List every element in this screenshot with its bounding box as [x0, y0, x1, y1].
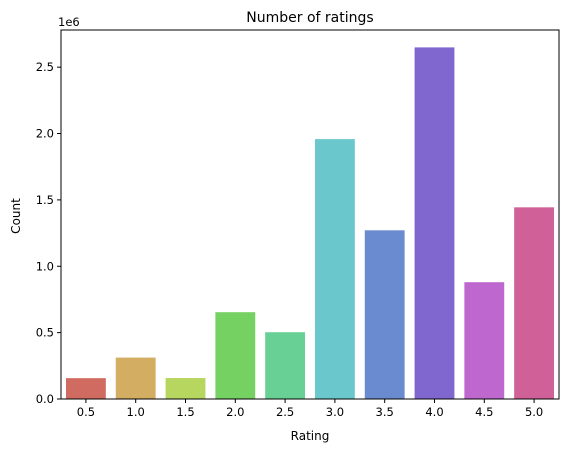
bar-1.0: [116, 358, 156, 399]
bar-1.5: [166, 378, 206, 399]
chart-title: Number of ratings: [246, 10, 373, 26]
x-tick-label: 3.5: [376, 405, 394, 419]
bars: [66, 47, 554, 399]
bar-2.5: [265, 332, 305, 399]
x-axis-ticks: 0.5 1.0 1.5 2.0 2.5 3.0 3.5 4.0 4.5 5.0: [77, 399, 543, 419]
bar-5.0: [514, 207, 554, 399]
bar-3.5: [365, 230, 405, 399]
y-tick-label: 1.0: [36, 259, 54, 273]
y-axis-offset-label: 1e6: [58, 15, 80, 29]
y-tick-label: 1.5: [36, 193, 54, 207]
x-axis-label: Rating: [291, 429, 330, 443]
x-tick-label: 2.0: [226, 405, 244, 419]
y-tick-label: 0.0: [36, 392, 54, 406]
bar-4.0: [415, 47, 455, 399]
x-tick-label: 1.5: [176, 405, 194, 419]
x-tick-label: 2.5: [276, 405, 294, 419]
y-tick-label: 2.5: [36, 60, 54, 74]
x-tick-label: 5.0: [525, 405, 543, 419]
x-tick-label: 4.0: [425, 405, 443, 419]
x-tick-label: 1.0: [127, 405, 145, 419]
bar-3.0: [315, 139, 355, 399]
bar-2.0: [215, 312, 255, 399]
x-tick-label: 3.0: [326, 405, 344, 419]
x-tick-label: 4.5: [475, 405, 493, 419]
y-axis-label: Count: [9, 198, 23, 234]
y-axis-ticks: 0.0 0.5 1.0 1.5 2.0 2.5: [36, 60, 61, 406]
y-tick-label: 0.5: [36, 326, 54, 340]
y-tick-label: 2.0: [36, 127, 54, 141]
bar-4.5: [464, 282, 504, 399]
bar-0.5: [66, 378, 106, 399]
x-tick-label: 0.5: [77, 405, 95, 419]
